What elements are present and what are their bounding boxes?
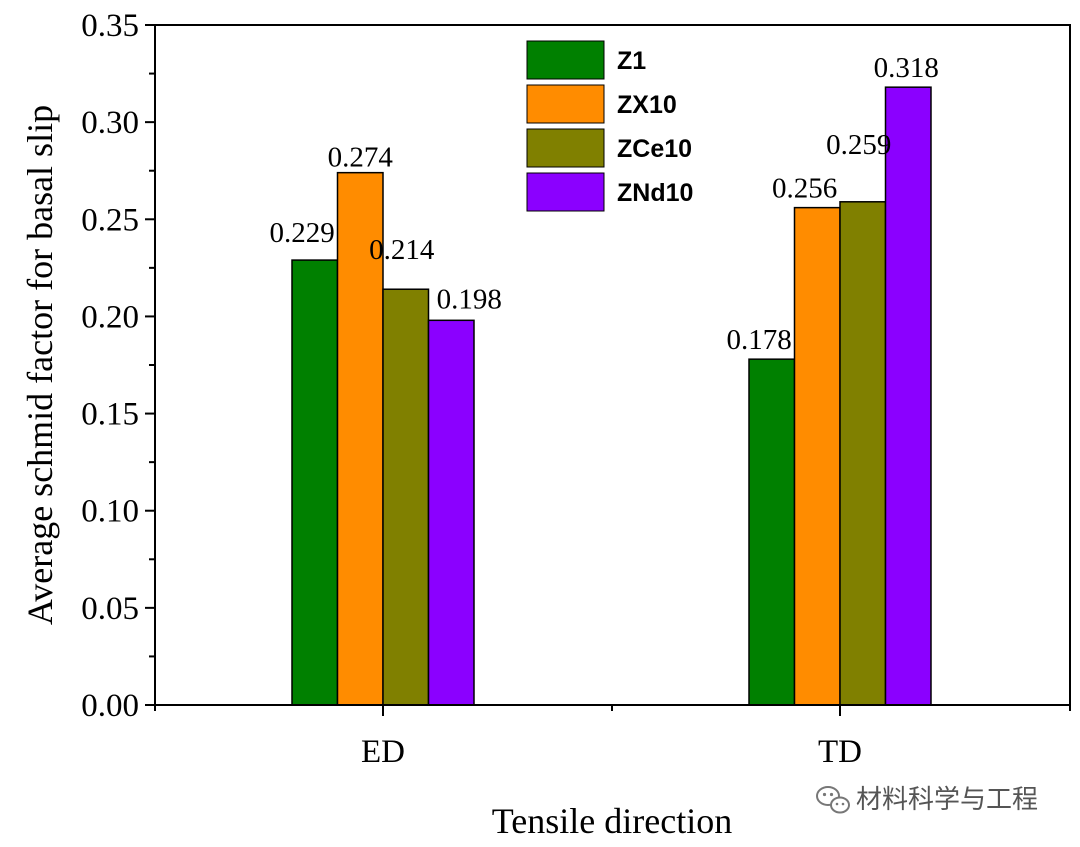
legend-swatch-zx10 xyxy=(526,84,605,124)
watermark: 材料科学与工程 xyxy=(816,785,1038,815)
y-tick-label: 0.05 xyxy=(81,591,139,627)
bar-znd10-td xyxy=(884,86,932,706)
data-label-zx10-ed: 0.274 xyxy=(328,142,394,174)
bar-znd10-ed xyxy=(427,319,475,706)
legend-label-zx10: ZX10 xyxy=(617,91,677,119)
legend-swatch-znd10 xyxy=(526,172,605,212)
y-axis: 0.00 0.05 0.10 0.15 0.20 0.25 0.30 0.35 xyxy=(81,8,155,724)
data-label-znd10-ed: 0.198 xyxy=(437,283,502,315)
data-label-z1-ed: 0.229 xyxy=(270,217,335,249)
bar-z1-td xyxy=(748,358,796,706)
bar-zce10-ed xyxy=(382,288,430,706)
bar-zx10-ed xyxy=(336,171,384,706)
wechat-icon xyxy=(816,786,850,814)
y-tick-label: 0.30 xyxy=(81,105,139,141)
y-axis-title: Average schmid factor for basal slip xyxy=(20,105,60,625)
bar-zce10-td xyxy=(839,201,887,706)
y-tick-label: 0.00 xyxy=(81,688,139,724)
y-tick-label: 0.35 xyxy=(81,8,139,44)
y-tick-label: 0.15 xyxy=(81,397,139,433)
legend-label-z1: Z1 xyxy=(617,47,646,75)
x-tick-label-td: TD xyxy=(818,734,862,770)
bar-zx10-td xyxy=(793,206,841,706)
data-label-znd10-td: 0.318 xyxy=(874,52,939,84)
legend-label-znd10: ZNd10 xyxy=(617,179,693,207)
legend-swatch-z1 xyxy=(526,40,605,80)
x-axis-title: Tensile direction xyxy=(492,801,732,841)
legend-label-zce10: ZCe10 xyxy=(617,135,692,163)
y-tick-label: 0.20 xyxy=(81,299,139,335)
x-tick-label-ed: ED xyxy=(361,734,405,770)
watermark-text: 材料科学与工程 xyxy=(856,785,1038,815)
data-label-z1-td: 0.178 xyxy=(727,324,792,356)
bar-z1-ed xyxy=(291,259,339,706)
data-label-zx10-td: 0.256 xyxy=(772,173,837,205)
legend-swatch-zce10 xyxy=(526,128,605,168)
y-tick-label: 0.25 xyxy=(81,202,139,238)
data-label-zce10-td: 0.259 xyxy=(826,129,891,161)
data-label-zce10-ed: 0.214 xyxy=(369,234,435,266)
legend: Z1 ZX10 ZCe10 ZNd10 xyxy=(526,40,693,212)
bars-group xyxy=(291,86,932,706)
x-axis: ED TD xyxy=(154,705,1071,770)
y-tick-label: 0.10 xyxy=(81,494,139,530)
